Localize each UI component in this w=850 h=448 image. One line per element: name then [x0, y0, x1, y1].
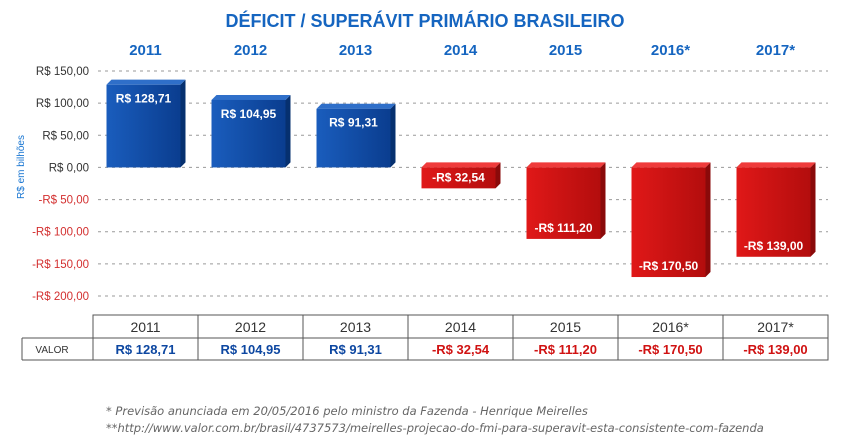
table-value-cell: -R$ 170,50 [638, 342, 702, 357]
bars: R$ 128,71 R$ 104,95 R$ 91,31 -R$ 32,54 -R$ 1… [106, 79, 816, 278]
y-tick-label: R$ 50,00 [42, 130, 89, 142]
bar-top [421, 162, 501, 168]
bar-face [421, 167, 496, 189]
table-value-cell: -R$ 111,20 [534, 342, 597, 357]
bar-2015: -R$ 111,20 [526, 162, 606, 239]
bar-value-label: R$ 104,95 [221, 107, 277, 121]
table-year-cell: 2011 [130, 319, 160, 335]
year-header-label: 2017* [756, 42, 795, 59]
chart-title: DÉFICIT / SUPERÁVIT PRIMÁRIO BRASILEIRO [225, 10, 624, 31]
bar-face [631, 167, 706, 278]
year-header-labels: 2011 2012 2013 2014 2015 2016* 2017* [129, 42, 795, 59]
y-tick-label: -R$ 100,00 [32, 227, 89, 239]
year-header-label: 2013 [339, 42, 372, 59]
year-header-label: 2014 [444, 42, 478, 59]
table-year-cell: 2014 [445, 319, 476, 335]
bar-side [810, 162, 816, 257]
bar-side [600, 162, 606, 239]
bar-value-label: -R$ 111,20 [534, 221, 592, 235]
bar-2013: R$ 91,31 [316, 103, 396, 168]
bar-2011: R$ 128,71 [106, 79, 186, 168]
bar-face [106, 84, 181, 168]
value-table: VALOR 2011 R$ 128,71 2012 R$ 104,95 2013 R$ 91… [21, 314, 829, 361]
year-header-label: 2015 [549, 42, 582, 59]
table-value-cell: -R$ 139,00 [743, 342, 807, 357]
y-tick-label: -R$ 200,00 [32, 291, 89, 303]
table-year-cell: 2016* [652, 319, 689, 335]
bar-value-label: -R$ 139,00 [744, 239, 804, 253]
bar-value-label: R$ 128,71 [116, 92, 172, 106]
bar-face [526, 167, 601, 239]
footnote-forecast: * Previsão anunciada em 20/05/2016 pelo … [106, 404, 588, 418]
bar-top [211, 94, 291, 100]
bar-value-label: R$ 91,31 [329, 116, 378, 130]
table-row-header: VALOR [35, 345, 68, 356]
table-value-cell: -R$ 32,54 [432, 342, 490, 357]
bar-side [285, 94, 291, 168]
bar-side [390, 103, 396, 168]
y-tick-label: -R$ 50,00 [38, 195, 89, 207]
bar-top [526, 162, 606, 168]
bar-face [736, 167, 811, 257]
bar-side [180, 79, 186, 168]
bar-side [705, 162, 711, 278]
year-header-label: 2011 [129, 42, 162, 59]
bar-2012: R$ 104,95 [211, 94, 291, 168]
y-tick-label: R$ 100,00 [36, 98, 89, 110]
bar-top [631, 162, 711, 168]
table-year-cell: 2012 [235, 319, 266, 335]
bar-face [316, 108, 391, 168]
year-header-label: 2012 [234, 42, 267, 59]
bar-2016: -R$ 170,50 [631, 162, 711, 278]
table-value-cell: R$ 104,95 [221, 342, 281, 357]
bar-2014: -R$ 32,54 [421, 162, 501, 189]
bar-top [106, 79, 186, 85]
bar-2017: -R$ 139,00 [736, 162, 816, 257]
bar-top [736, 162, 816, 168]
y-tick-label: R$ 150,00 [36, 66, 89, 78]
bar-side [495, 162, 501, 189]
table-year-cell: 2017* [757, 319, 794, 335]
y-tick-label: R$ 0,00 [49, 162, 89, 174]
bar-top [316, 103, 396, 109]
table-value-cell: R$ 128,71 [116, 342, 176, 357]
y-tick-labels: R$ 150,00 R$ 100,00 R$ 50,00 R$ 0,00 -R$ 50,… [32, 66, 89, 303]
year-header-label: 2016* [651, 42, 690, 59]
bar-value-label: -R$ 32,54 [432, 170, 485, 184]
y-axis-label: R$ em bilhões [16, 135, 27, 199]
bar-face [211, 99, 286, 168]
table-value-cell: R$ 91,31 [329, 342, 382, 357]
table-year-cell: 2015 [550, 319, 581, 335]
bar-value-label: -R$ 170,50 [639, 259, 699, 273]
table-year-cell: 2013 [340, 319, 371, 335]
footnote-source-url: **http://www.valor.com.br/brasil/4737573… [106, 421, 764, 435]
y-tick-label: -R$ 150,00 [32, 259, 89, 271]
